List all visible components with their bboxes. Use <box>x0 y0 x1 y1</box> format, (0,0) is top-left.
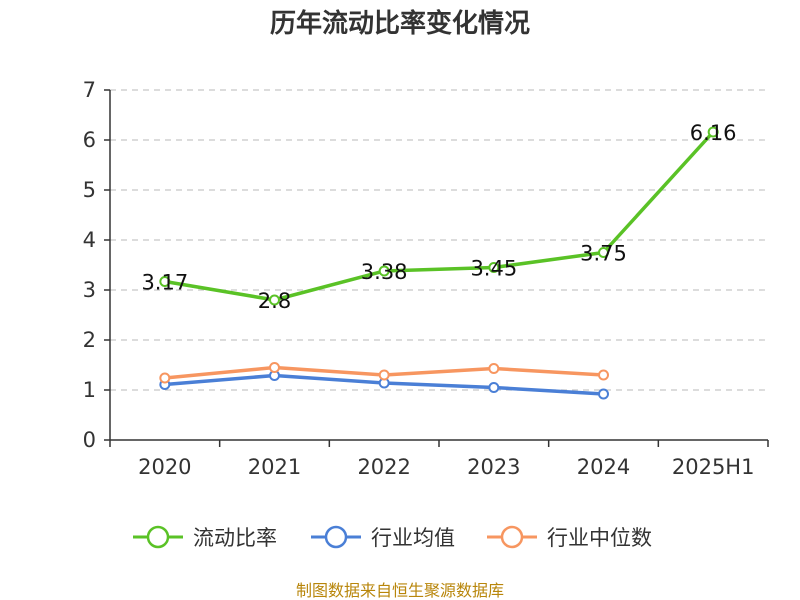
data-point <box>378 369 390 381</box>
series-line-0 <box>164 130 715 302</box>
legend-label: 行业中位数 <box>547 526 652 550</box>
x-tick-label: 2023 <box>467 455 520 479</box>
x-tick-label: 2025H1 <box>672 455 755 479</box>
legend-label: 行业均值 <box>371 526 455 550</box>
data-point <box>598 388 609 400</box>
chart-title: 历年流动比率变化情况 <box>270 8 530 39</box>
source-note: 制图数据来自恒生聚源数据库 <box>296 581 504 600</box>
x-tick-label: 2021 <box>248 455 301 479</box>
x-tick-label: 2022 <box>357 455 410 479</box>
data-label: 3.75 <box>580 242 627 266</box>
y-tick-label: 1 <box>83 378 96 402</box>
series-layer <box>159 126 719 400</box>
y-tick-label: 4 <box>83 228 96 252</box>
data-label: 2.8 <box>258 289 291 313</box>
legend-label: 流动比率 <box>193 526 277 550</box>
data-point <box>378 265 390 277</box>
data-point <box>598 247 609 258</box>
y-tick-label: 6 <box>83 128 96 152</box>
legend-marker <box>500 525 524 549</box>
legend-marker <box>146 525 170 549</box>
data-point <box>488 262 500 273</box>
x-tick-label: 2020 <box>138 455 191 479</box>
data-point <box>159 276 171 287</box>
data-point <box>707 126 719 138</box>
x-tick-label: 2024 <box>577 455 630 479</box>
grid <box>110 89 768 391</box>
data-label: 6.16 <box>690 121 737 145</box>
data-point <box>269 294 280 306</box>
data-point <box>488 382 500 393</box>
data-point <box>598 369 609 381</box>
axes: 0 1 2 3 4 5 6 7 2020 2021 2022 2023 2024 2025H1 <box>83 78 769 479</box>
data-point <box>159 372 171 384</box>
data-point <box>269 362 280 373</box>
y-tick-label: 0 <box>83 428 96 452</box>
y-tick-label: 2 <box>83 328 96 352</box>
y-tick-label: 5 <box>83 178 96 202</box>
legend[interactable]: 流动比率 行业均值 行业中位数 <box>133 525 652 550</box>
data-label: 3.17 <box>141 271 188 295</box>
data-point <box>488 363 500 374</box>
data-labels: 3.17 2.8 3.38 3.45 3.75 6.16 <box>141 121 736 313</box>
y-tick-label: 7 <box>83 78 96 102</box>
data-label: 3.45 <box>470 257 517 281</box>
y-tick-label: 3 <box>83 278 96 302</box>
data-label: 3.38 <box>361 260 408 284</box>
legend-marker <box>324 525 348 549</box>
